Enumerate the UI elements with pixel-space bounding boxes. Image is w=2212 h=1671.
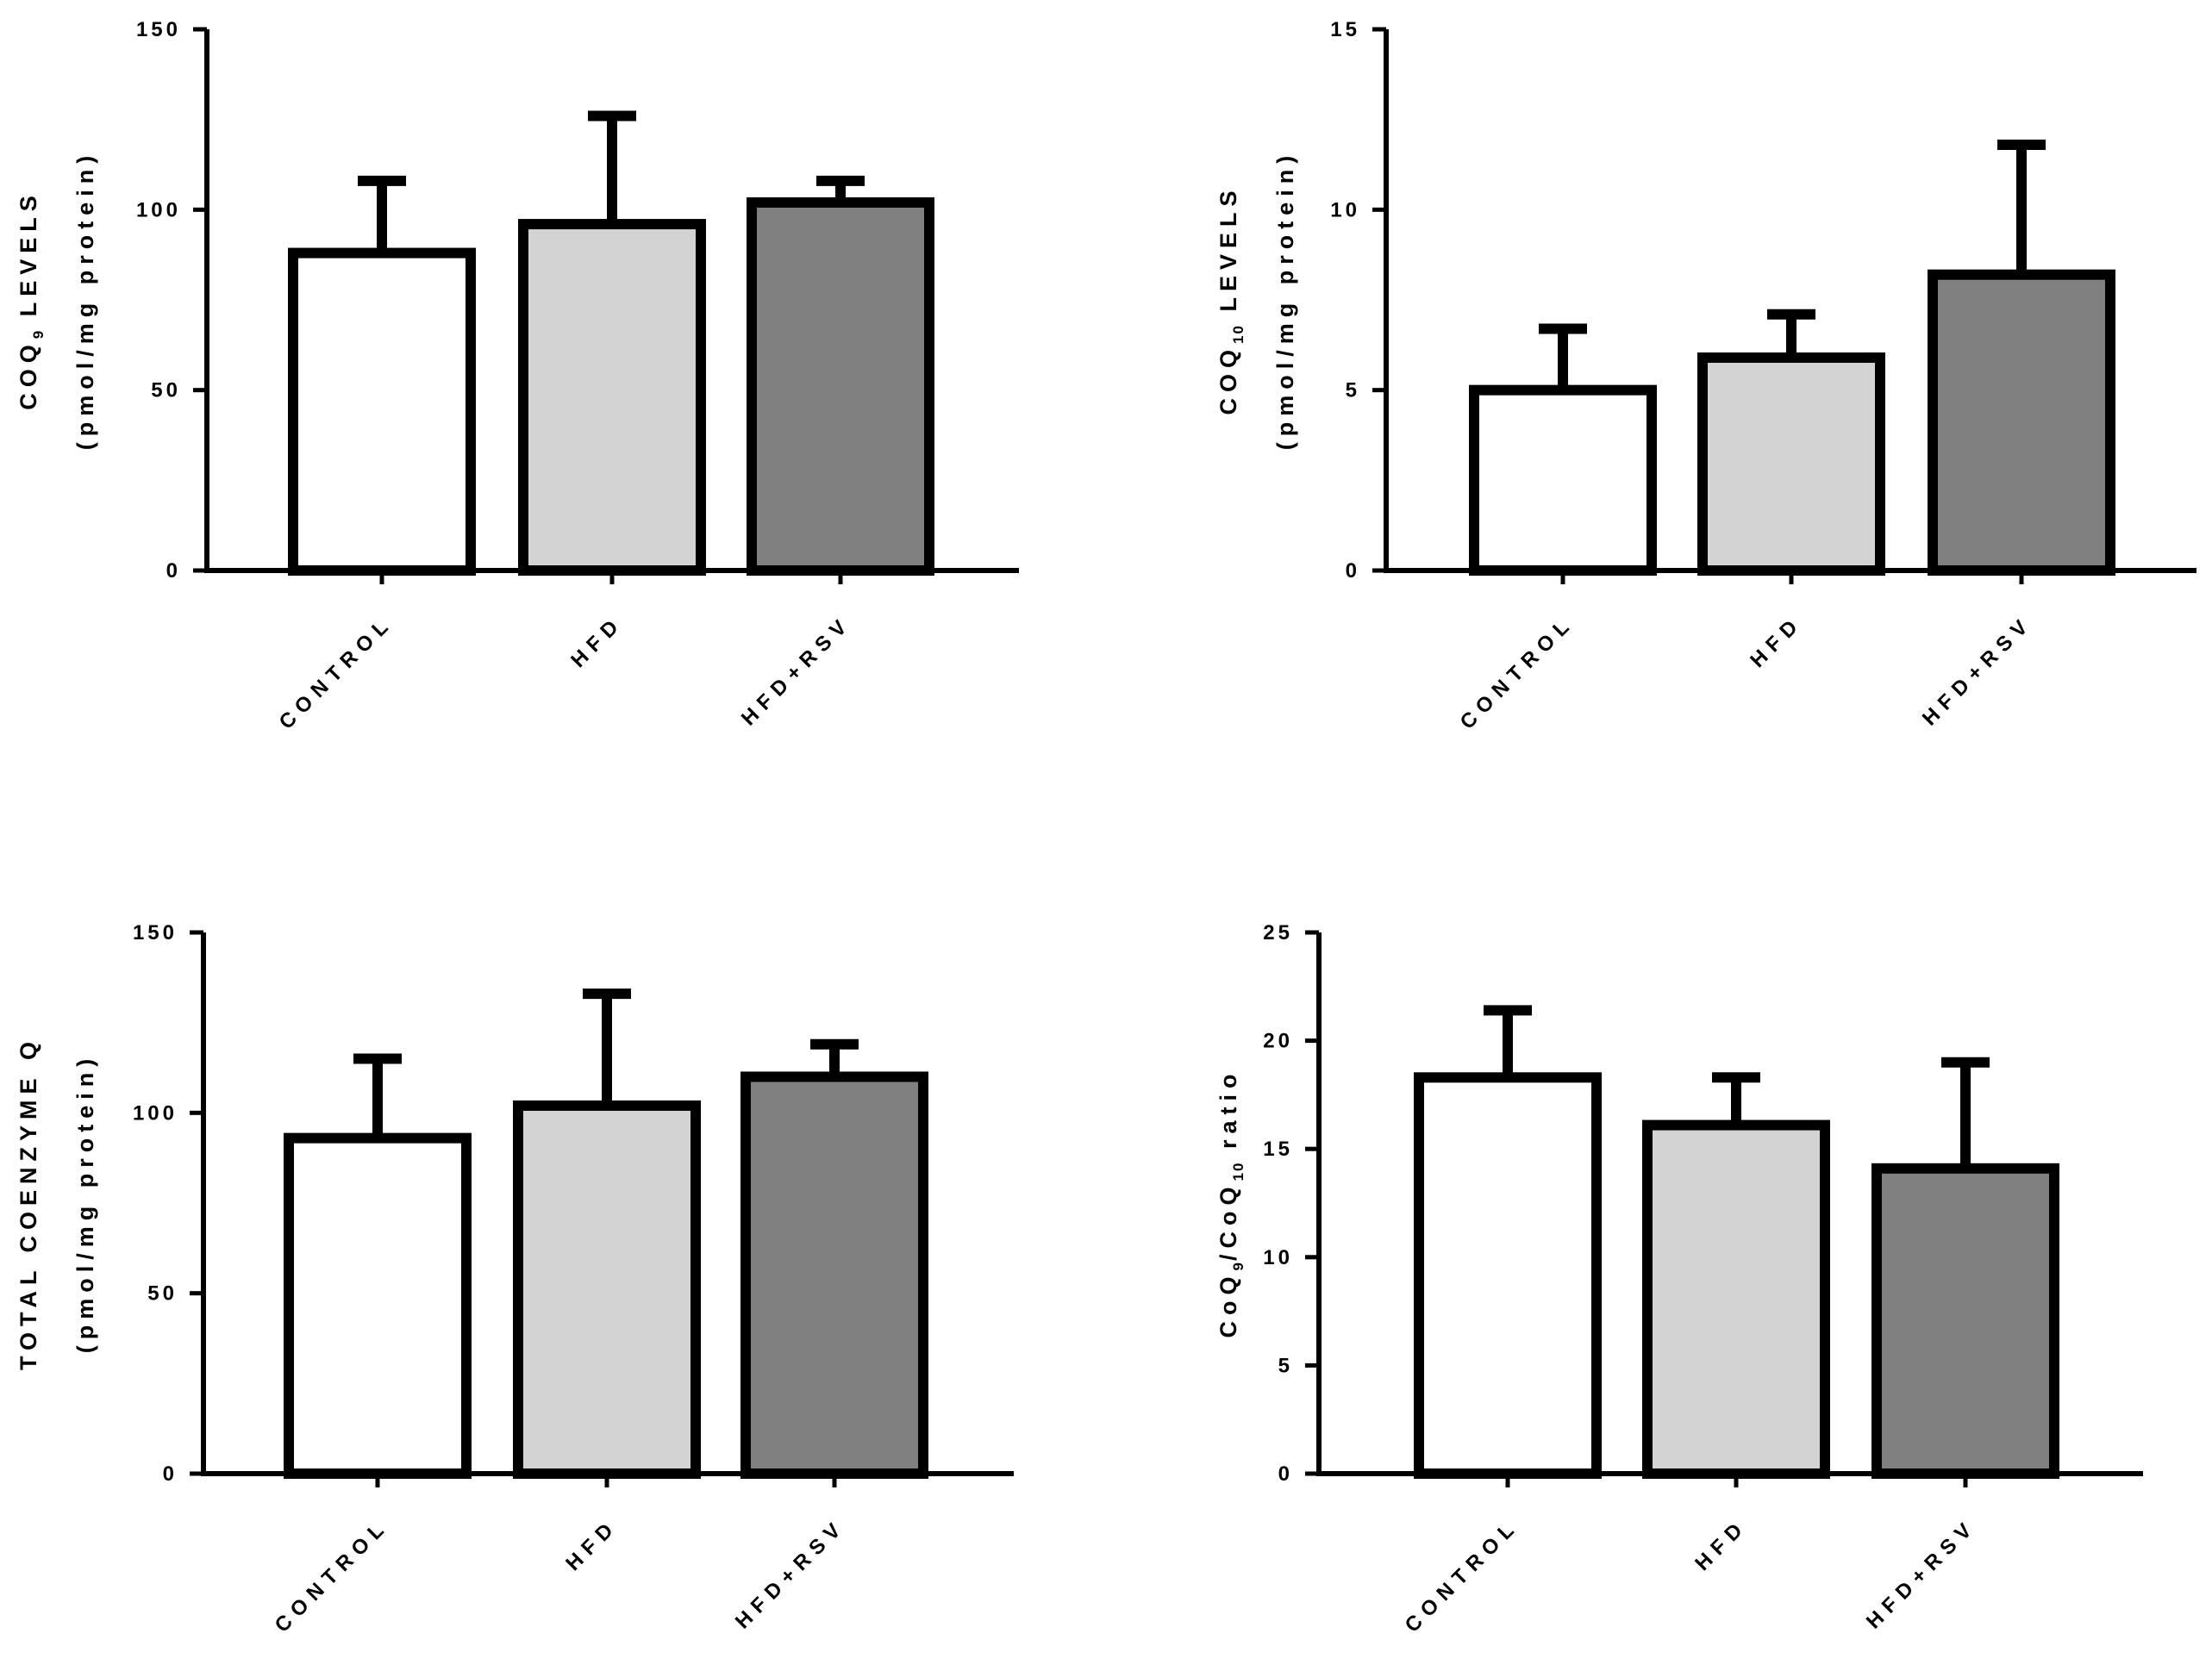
y-tick-label: 10 (1330, 198, 1360, 221)
category-label-hfd-rsv: HFD+RSV (737, 611, 856, 730)
y-tick-label: 10 (1263, 1246, 1293, 1269)
y-axis-title-part: LEVELS (16, 190, 41, 329)
y-axis-title-subscript: 9 (30, 329, 47, 339)
y-axis-title-part: ratio (1215, 1069, 1241, 1162)
category-label-hfd: HFD (1746, 611, 1807, 672)
y-tick-label: 0 (166, 559, 181, 583)
y-axis-title-part: COQ (16, 339, 41, 410)
y-tick-label: 15 (1263, 1138, 1293, 1161)
y-tick-label: 50 (147, 1282, 178, 1306)
bar-hfd (1642, 1119, 1830, 1479)
bar-hfd-rsv (1928, 269, 2115, 576)
chart-panel-3: 0 50 100 150 CONTROL HFD HFD+RSV TOTAL COENZYME… (16, 921, 1014, 1637)
y-tick-label: 150 (133, 921, 178, 945)
bar-control (288, 247, 476, 576)
category-label-hfd-rsv: HFD+RSV (1862, 1514, 1981, 1633)
bar-control (1469, 384, 1657, 576)
y-tick-label: 0 (1278, 1462, 1293, 1486)
y-axis-title-subscript: 9 (1230, 1261, 1247, 1270)
y-tick-label: 100 (133, 1101, 178, 1125)
y-axis-title-part: LEVELS (1215, 185, 1241, 325)
y-tick-label: 0 (163, 1462, 178, 1486)
y-axis-title-subscript: 10 (1230, 324, 1247, 344)
category-label-hfd-rsv: HFD+RSV (1918, 611, 2037, 730)
y-tick-label: 100 (136, 198, 181, 221)
bar-hfd (518, 219, 706, 576)
y-axis-title: CoQ9/CoQ10 ratio (1215, 1069, 1247, 1338)
bar-control (1414, 1072, 1602, 1479)
category-label-hfd: HFD (566, 611, 628, 672)
bar-hfd (1697, 352, 1885, 576)
y-tick-label: 5 (1346, 379, 1360, 402)
bar-control (284, 1132, 472, 1479)
y-axis-title-part: COQ (1215, 344, 1241, 415)
y-tick-label: 150 (136, 18, 181, 41)
y-tick-label: 5 (1278, 1354, 1293, 1377)
y-axis-title-part: TOTAL COENZYME Q (16, 1036, 41, 1370)
bar-hfd-rsv (1871, 1163, 2059, 1479)
y-axis-unit: (pmol/mg protein) (72, 1053, 98, 1353)
category-label-control: CONTROL (1401, 1514, 1524, 1637)
bar-hfd (513, 1100, 701, 1479)
y-axis-title: COQ10 LEVELS (1215, 185, 1247, 415)
category-label-hfd: HFD (1690, 1514, 1752, 1575)
bar-hfd-rsv (740, 1071, 928, 1479)
y-axis-unit: (pmol/mg protein) (1272, 150, 1298, 450)
y-axis-unit: (pmol/mg protein) (72, 150, 98, 450)
category-label-hfd: HFD (561, 1514, 622, 1575)
y-tick-label: 15 (1330, 18, 1360, 41)
y-tick-label: 20 (1263, 1030, 1293, 1053)
chart-panel-1: 0 50 100 150 CONTROL HFD HFD+RSV COQ9 LEVELS (pm… (16, 18, 1019, 734)
category-label-control: CONTROL (275, 611, 398, 734)
y-axis-title: TOTAL COENZYME Q (16, 1036, 41, 1370)
y-axis-title-part: /CoQ (1215, 1181, 1241, 1261)
y-tick-label: 25 (1263, 921, 1293, 945)
category-label-control: CONTROL (1456, 611, 1579, 734)
y-axis-title-part: CoQ (1215, 1270, 1241, 1337)
y-axis-title: COQ9 LEVELS (16, 190, 47, 410)
category-label-hfd-rsv: HFD+RSV (731, 1514, 850, 1633)
y-tick-label: 50 (151, 379, 181, 402)
y-axis-title-subscript: 10 (1230, 1162, 1247, 1182)
y-tick-label: 0 (1346, 559, 1360, 583)
bar-hfd-rsv (747, 196, 934, 577)
category-label-control: CONTROL (271, 1514, 394, 1637)
